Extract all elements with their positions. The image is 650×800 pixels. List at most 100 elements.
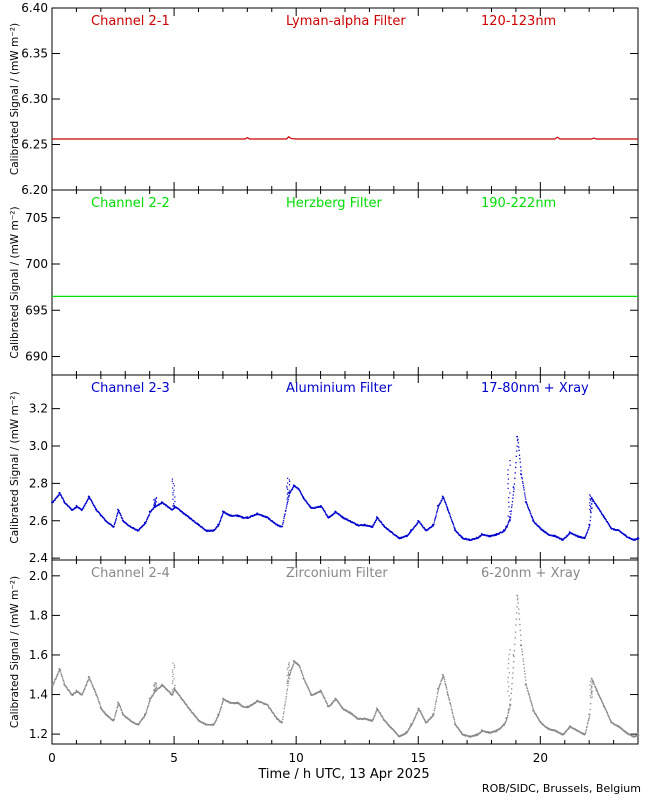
data-point — [373, 523, 375, 525]
data-point — [562, 539, 564, 541]
data-point — [519, 644, 522, 646]
data-point — [208, 529, 210, 532]
data-point — [284, 514, 286, 516]
data-point — [258, 513, 260, 515]
data-point — [62, 499, 65, 502]
data-point — [172, 482, 174, 485]
data-point — [85, 683, 88, 685]
data-point — [369, 525, 371, 527]
data-point — [593, 682, 595, 684]
data-point — [546, 532, 549, 535]
data-point — [441, 677, 444, 679]
data-point — [282, 713, 285, 715]
data-point — [390, 531, 393, 533]
data-point — [447, 695, 450, 697]
data-point — [309, 691, 311, 694]
data-point — [219, 521, 221, 523]
data-point — [366, 718, 368, 720]
data-point — [417, 709, 419, 711]
data-point — [283, 707, 285, 710]
data-point — [436, 512, 438, 514]
data-point — [302, 497, 305, 500]
data-point — [413, 719, 415, 721]
data-point — [588, 717, 590, 720]
data-point — [221, 703, 223, 705]
data-point — [129, 719, 132, 722]
data-point — [185, 514, 187, 517]
data-point — [155, 497, 157, 500]
data-point — [319, 506, 321, 508]
data-point — [282, 521, 284, 524]
data-point — [508, 497, 510, 499]
data-point — [589, 708, 591, 711]
data-point — [299, 490, 301, 492]
data-point — [525, 679, 527, 681]
data-point — [568, 725, 571, 728]
data-point — [278, 525, 281, 527]
data-point — [598, 694, 600, 697]
data-point — [276, 718, 278, 721]
data-point — [110, 718, 113, 720]
data-point — [74, 692, 76, 694]
data-point — [139, 722, 141, 724]
data-point — [440, 680, 442, 683]
data-point — [602, 705, 605, 708]
data-point — [511, 506, 513, 508]
data-point — [512, 490, 515, 493]
data-point — [56, 675, 58, 677]
data-point — [337, 701, 340, 703]
data-point — [533, 711, 535, 713]
data-point — [484, 730, 487, 733]
data-point — [526, 687, 528, 690]
data-point — [172, 487, 174, 489]
data-point — [524, 494, 526, 496]
data-point — [509, 699, 511, 702]
data-point — [289, 491, 292, 493]
data-point — [141, 718, 144, 720]
data-point — [627, 733, 629, 735]
data-point — [329, 516, 331, 518]
data-point — [324, 511, 326, 513]
data-point — [441, 499, 443, 502]
data-point — [390, 727, 393, 730]
data-point — [116, 513, 119, 515]
data-point — [246, 517, 248, 519]
data-point — [498, 532, 501, 535]
data-point — [600, 699, 603, 702]
data-point — [511, 504, 513, 506]
data-point — [180, 696, 182, 698]
data-point — [455, 530, 457, 533]
data-point — [434, 703, 437, 705]
data-point — [116, 515, 118, 517]
data-point — [515, 455, 518, 458]
data-point — [613, 528, 616, 530]
data-point — [289, 677, 291, 680]
data-point — [172, 669, 174, 671]
data-point — [508, 501, 510, 503]
panel-2: 690 695 700 705 Calibrated Signal / (mW m⁻²)… — [9, 189, 639, 376]
data-point — [527, 505, 529, 507]
data-point — [63, 501, 66, 503]
data-point — [459, 534, 461, 536]
data-point — [185, 514, 187, 516]
data-point — [82, 691, 84, 694]
data-point — [60, 496, 63, 498]
data-point — [150, 696, 153, 698]
data-point — [423, 718, 426, 721]
data-point — [516, 439, 519, 442]
data-point — [508, 658, 510, 660]
data-point — [265, 516, 268, 518]
data-point — [152, 693, 155, 695]
data-point — [590, 696, 592, 699]
data-point — [509, 519, 511, 521]
data-point — [117, 701, 119, 704]
data-point — [610, 720, 612, 722]
data-point — [121, 712, 124, 714]
data-point — [538, 719, 541, 722]
data-point — [173, 485, 176, 487]
data-point — [533, 520, 535, 523]
data-point — [473, 735, 475, 737]
data-point — [589, 695, 591, 697]
data-point — [277, 718, 279, 720]
data-point — [508, 520, 510, 522]
